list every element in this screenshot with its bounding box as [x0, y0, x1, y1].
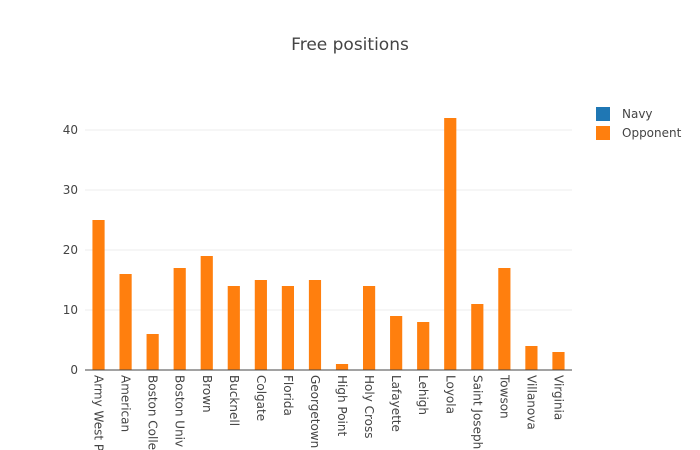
x-tick: Army West P: [92, 375, 106, 450]
bar-opponent[interactable]: [444, 118, 457, 370]
bar-opponent[interactable]: [254, 280, 267, 370]
bar-opponent[interactable]: [146, 334, 159, 370]
bar-opponent[interactable]: [308, 280, 322, 370]
x-tick-label: Boston Colle: [146, 375, 160, 450]
x-tick-label: Virginia: [551, 375, 565, 420]
legend[interactable]: Navy Opponent: [596, 107, 682, 140]
x-tick-label: American: [119, 375, 133, 432]
x-tick: Villanova: [524, 375, 538, 430]
gridlines: [85, 129, 572, 311]
y-tick-label: 40: [63, 123, 78, 137]
x-tick-label: Holy Cross: [362, 375, 376, 439]
x-tick: Georgetown: [308, 375, 322, 448]
bar-opponent[interactable]: [227, 286, 240, 370]
bar-opponent[interactable]: [417, 322, 430, 370]
x-axis-ticks: Army West P American Boston Colle Boston Un…: [92, 374, 565, 450]
bar-opponent[interactable]: [281, 286, 295, 370]
x-tick: Boston Univ: [173, 375, 187, 447]
y-tick-label: 0: [70, 363, 78, 377]
x-tick-label: Boston Univ: [173, 375, 187, 447]
x-tick: Holy Cross: [362, 375, 376, 439]
x-tick-label: Colgate: [254, 375, 268, 421]
y-tick-label: 20: [63, 243, 78, 257]
legend-swatch-opponent[interactable]: [596, 126, 610, 140]
x-tick: American: [119, 375, 133, 432]
x-tick-label: High Point: [335, 375, 349, 436]
bar-opponent[interactable]: [200, 256, 213, 370]
x-tick-label: Georgetown: [308, 375, 322, 448]
x-tick: Virginia: [551, 375, 565, 420]
x-tick: Florida: [281, 375, 295, 416]
x-tick-label: Bucknell: [227, 375, 241, 426]
y-tick-label: 10: [63, 303, 78, 317]
legend-label-navy[interactable]: Navy: [622, 107, 653, 121]
bar-opponent[interactable]: [335, 364, 349, 370]
x-tick-label: Lehigh: [416, 375, 430, 415]
x-tick-label: Brown: [200, 375, 214, 413]
legend-swatch-navy[interactable]: [596, 107, 610, 121]
bars: [92, 118, 565, 370]
bar-opponent[interactable]: [525, 346, 538, 370]
bar-opponent[interactable]: [471, 304, 484, 370]
x-tick: Lafayette: [389, 375, 403, 432]
x-tick-label: Florida: [281, 375, 295, 416]
x-tick: Loyola: [443, 375, 457, 414]
x-tick: Colgate: [254, 375, 268, 421]
x-tick: Towson: [497, 374, 511, 419]
x-tick: Boston Colle: [146, 375, 160, 450]
x-tick-label: Lafayette: [389, 375, 403, 432]
bar-opponent[interactable]: [173, 268, 186, 370]
bar-opponent[interactable]: [119, 274, 132, 370]
y-tick-label: 30: [63, 183, 78, 197]
x-tick-label: Saint Joseph: [470, 375, 484, 449]
legend-label-opponent[interactable]: Opponent: [622, 126, 682, 140]
x-tick: Saint Joseph: [470, 375, 484, 449]
bar-opponent[interactable]: [552, 352, 565, 370]
bar-opponent[interactable]: [390, 316, 403, 370]
bar-opponent[interactable]: [92, 220, 105, 370]
x-tick: Brown: [200, 375, 214, 413]
y-axis-ticks: 0 10 20 30 40: [63, 123, 78, 377]
x-tick-label: Villanova: [524, 375, 538, 430]
x-tick: Lehigh: [416, 375, 430, 415]
x-tick: High Point: [335, 375, 349, 436]
bar-opponent[interactable]: [362, 286, 376, 370]
chart-title: Free positions: [291, 35, 409, 55]
x-tick-label: Loyola: [443, 375, 457, 414]
x-tick-label: Towson: [497, 374, 511, 419]
x-tick: Bucknell: [227, 375, 241, 426]
bar-opponent[interactable]: [498, 268, 511, 370]
x-tick-label: Army West P: [92, 375, 106, 450]
